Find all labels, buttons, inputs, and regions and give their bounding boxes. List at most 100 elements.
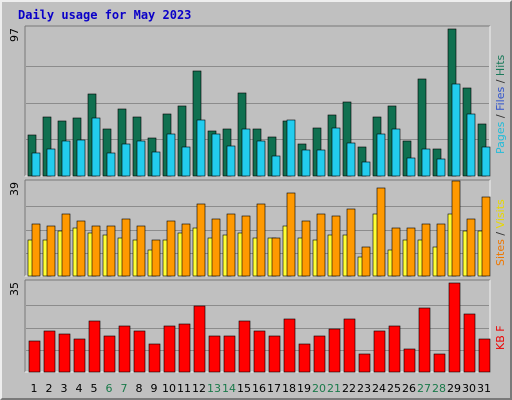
panel-1-bar-pages-day-16 bbox=[256, 140, 266, 177]
panel-1-bar-pages-day-31 bbox=[481, 146, 491, 177]
panel-2-bar-sites-day-18 bbox=[286, 192, 296, 277]
panel-2-bar-sites-day-8 bbox=[136, 225, 146, 277]
panel-1-legend: Pages / Files / Hits bbox=[494, 54, 507, 154]
panel-2-bar-sites-day-3 bbox=[61, 213, 71, 277]
x-tick-label-day-1: 1 bbox=[31, 382, 38, 395]
panel-1-bar-pages-day-22 bbox=[346, 142, 356, 177]
panel-1-bar-pages-day-27 bbox=[421, 148, 431, 177]
panel-3-bar-kb-f-day-2 bbox=[43, 330, 56, 373]
panel-2-bar-sites-day-14 bbox=[226, 213, 236, 277]
panel-2-bar-sites-day-5 bbox=[91, 225, 101, 277]
panel-1-bar-pages-day-13 bbox=[211, 133, 221, 177]
panel-1-bar-pages-day-10 bbox=[166, 133, 176, 177]
x-tick-label-day-3: 3 bbox=[61, 382, 68, 395]
panel-2-bar-sites-day-30 bbox=[466, 218, 476, 277]
panel-1-bar-pages-day-28 bbox=[436, 158, 446, 177]
x-tick-label-day-19: 19 bbox=[297, 382, 311, 395]
x-tick-label-day-21: 21 bbox=[327, 382, 341, 395]
panel-2-bar-sites-day-11 bbox=[181, 223, 191, 277]
panel-3-bar-kb-f-day-8 bbox=[133, 330, 146, 373]
panel-1-bar-pages-day-7 bbox=[121, 143, 131, 177]
panel-2-bar-sites-day-26 bbox=[406, 227, 416, 277]
panel-1-bar-pages-day-26 bbox=[406, 157, 416, 177]
panel-1-bar-pages-day-6 bbox=[106, 152, 116, 177]
x-tick-label-day-9: 9 bbox=[151, 382, 158, 395]
panel-1-bar-pages-day-29 bbox=[451, 83, 461, 177]
panel-2-bar-sites-day-15 bbox=[241, 215, 251, 277]
panel-2-bar-sites-day-10 bbox=[166, 220, 176, 277]
x-tick-label-day-23: 23 bbox=[357, 382, 371, 395]
x-tick-label-day-15: 15 bbox=[237, 382, 251, 395]
panel-1-bar-pages-day-11 bbox=[181, 146, 191, 177]
panel-1-legend-item-1: / bbox=[494, 111, 507, 122]
panel-2-bar-sites-day-31 bbox=[481, 196, 491, 277]
panel-1-bar-pages-day-9 bbox=[151, 151, 161, 177]
panel-3-bar-kb-f-day-7 bbox=[118, 325, 131, 373]
panel-3-bar-kb-f-day-27 bbox=[418, 307, 431, 373]
panel-3-bar-kb-f-day-18 bbox=[283, 318, 296, 373]
panel-1-bar-pages-day-20 bbox=[316, 149, 326, 177]
panel-1-bar-pages-day-21 bbox=[331, 127, 341, 177]
panel-3-bar-kb-f-day-30 bbox=[463, 313, 476, 373]
x-tick-label-day-5: 5 bbox=[91, 382, 98, 395]
x-tick-label-day-13: 13 bbox=[207, 382, 221, 395]
panel-3-bar-kb-f-day-25 bbox=[388, 325, 401, 373]
panel-2-bar-sites-day-22 bbox=[346, 208, 356, 277]
panel-2-bar-sites-day-2 bbox=[46, 225, 56, 277]
panel-1-bar-pages-day-12 bbox=[196, 119, 206, 177]
panel-2-bar-sites-day-28 bbox=[436, 223, 446, 277]
x-tick-label-day-31: 31 bbox=[477, 382, 491, 395]
panel-1-bar-pages-day-3 bbox=[61, 140, 71, 177]
x-tick-label-day-26: 26 bbox=[402, 382, 416, 395]
panel-2-bar-sites-day-24 bbox=[376, 187, 386, 277]
panel-3-bar-kb-f-day-19 bbox=[298, 343, 311, 373]
panel-3-bar-kb-f-day-29 bbox=[448, 282, 461, 373]
panel-3-bar-kb-f-day-21 bbox=[328, 328, 341, 373]
panel-1-bar-pages-day-2 bbox=[46, 148, 56, 177]
panel-1-bar-pages-day-14 bbox=[226, 145, 236, 177]
panel-2-bar-sites-day-12 bbox=[196, 203, 206, 277]
panel-2-bar-sites-day-13 bbox=[211, 218, 221, 277]
panel-2-bar-sites-day-4 bbox=[76, 220, 86, 277]
panel-1-bar-pages-day-30 bbox=[466, 113, 476, 177]
panel-1-bar-pages-day-5 bbox=[91, 117, 101, 177]
panel-2-bar-sites-day-21 bbox=[331, 215, 341, 277]
x-tick-label-day-17: 17 bbox=[267, 382, 281, 395]
panel-3-bar-kb-f-day-20 bbox=[313, 335, 326, 373]
x-tick-label-day-10: 10 bbox=[162, 382, 176, 395]
x-tick-label-day-18: 18 bbox=[282, 382, 296, 395]
panel-1-bar-pages-day-19 bbox=[301, 149, 311, 177]
panel-2-legend-item-2: Visits bbox=[494, 199, 507, 228]
panel-3-bar-kb-f-day-9 bbox=[148, 343, 161, 373]
chart-title: Daily usage for May 2023 bbox=[18, 8, 192, 22]
panel-2-bar-sites-day-20 bbox=[316, 213, 326, 277]
x-tick-label-day-8: 8 bbox=[136, 382, 143, 395]
panel-3-bar-kb-f-day-26 bbox=[403, 348, 416, 373]
x-tick-label-day-16: 16 bbox=[252, 382, 266, 395]
panel-1-bar-pages-day-8 bbox=[136, 140, 146, 177]
x-tick-label-day-27: 27 bbox=[417, 382, 431, 395]
panel-2-ymax-label: 39 bbox=[8, 182, 21, 196]
panel-3-bar-kb-f-day-28 bbox=[433, 353, 446, 373]
panel-3-bar-kb-f-day-1 bbox=[28, 340, 41, 373]
panel-1-ymax-label: 97 bbox=[8, 28, 21, 42]
x-tick-label-day-22: 22 bbox=[342, 382, 356, 395]
panel-1-bar-pages-day-18 bbox=[286, 119, 296, 177]
panel-3-ymax-label: 35 bbox=[8, 282, 21, 296]
panel-3-bar-kb-f-day-13 bbox=[208, 335, 221, 373]
panel-2-bar-sites-day-29 bbox=[451, 180, 461, 277]
x-tick-label-day-20: 20 bbox=[312, 382, 326, 395]
panel-1-legend-item-4: Hits bbox=[494, 54, 507, 76]
panel-2-legend-item-1: / bbox=[494, 228, 507, 239]
panel-2-bar-sites-day-27 bbox=[421, 223, 431, 277]
panel-3-bar-kb-f-day-11 bbox=[178, 323, 191, 373]
panel-2-legend: Sites / Visits bbox=[494, 199, 507, 266]
panel-2-bar-sites-day-9 bbox=[151, 239, 161, 277]
x-tick-label-day-4: 4 bbox=[76, 382, 83, 395]
panel-2-legend-item-0: Sites bbox=[494, 239, 507, 266]
x-tick-label-day-29: 29 bbox=[447, 382, 461, 395]
panel-1-legend-item-0: Pages bbox=[494, 121, 507, 154]
panel-1-bar-pages-day-23 bbox=[361, 161, 371, 177]
panel-2-bar-sites-day-19 bbox=[301, 220, 311, 277]
